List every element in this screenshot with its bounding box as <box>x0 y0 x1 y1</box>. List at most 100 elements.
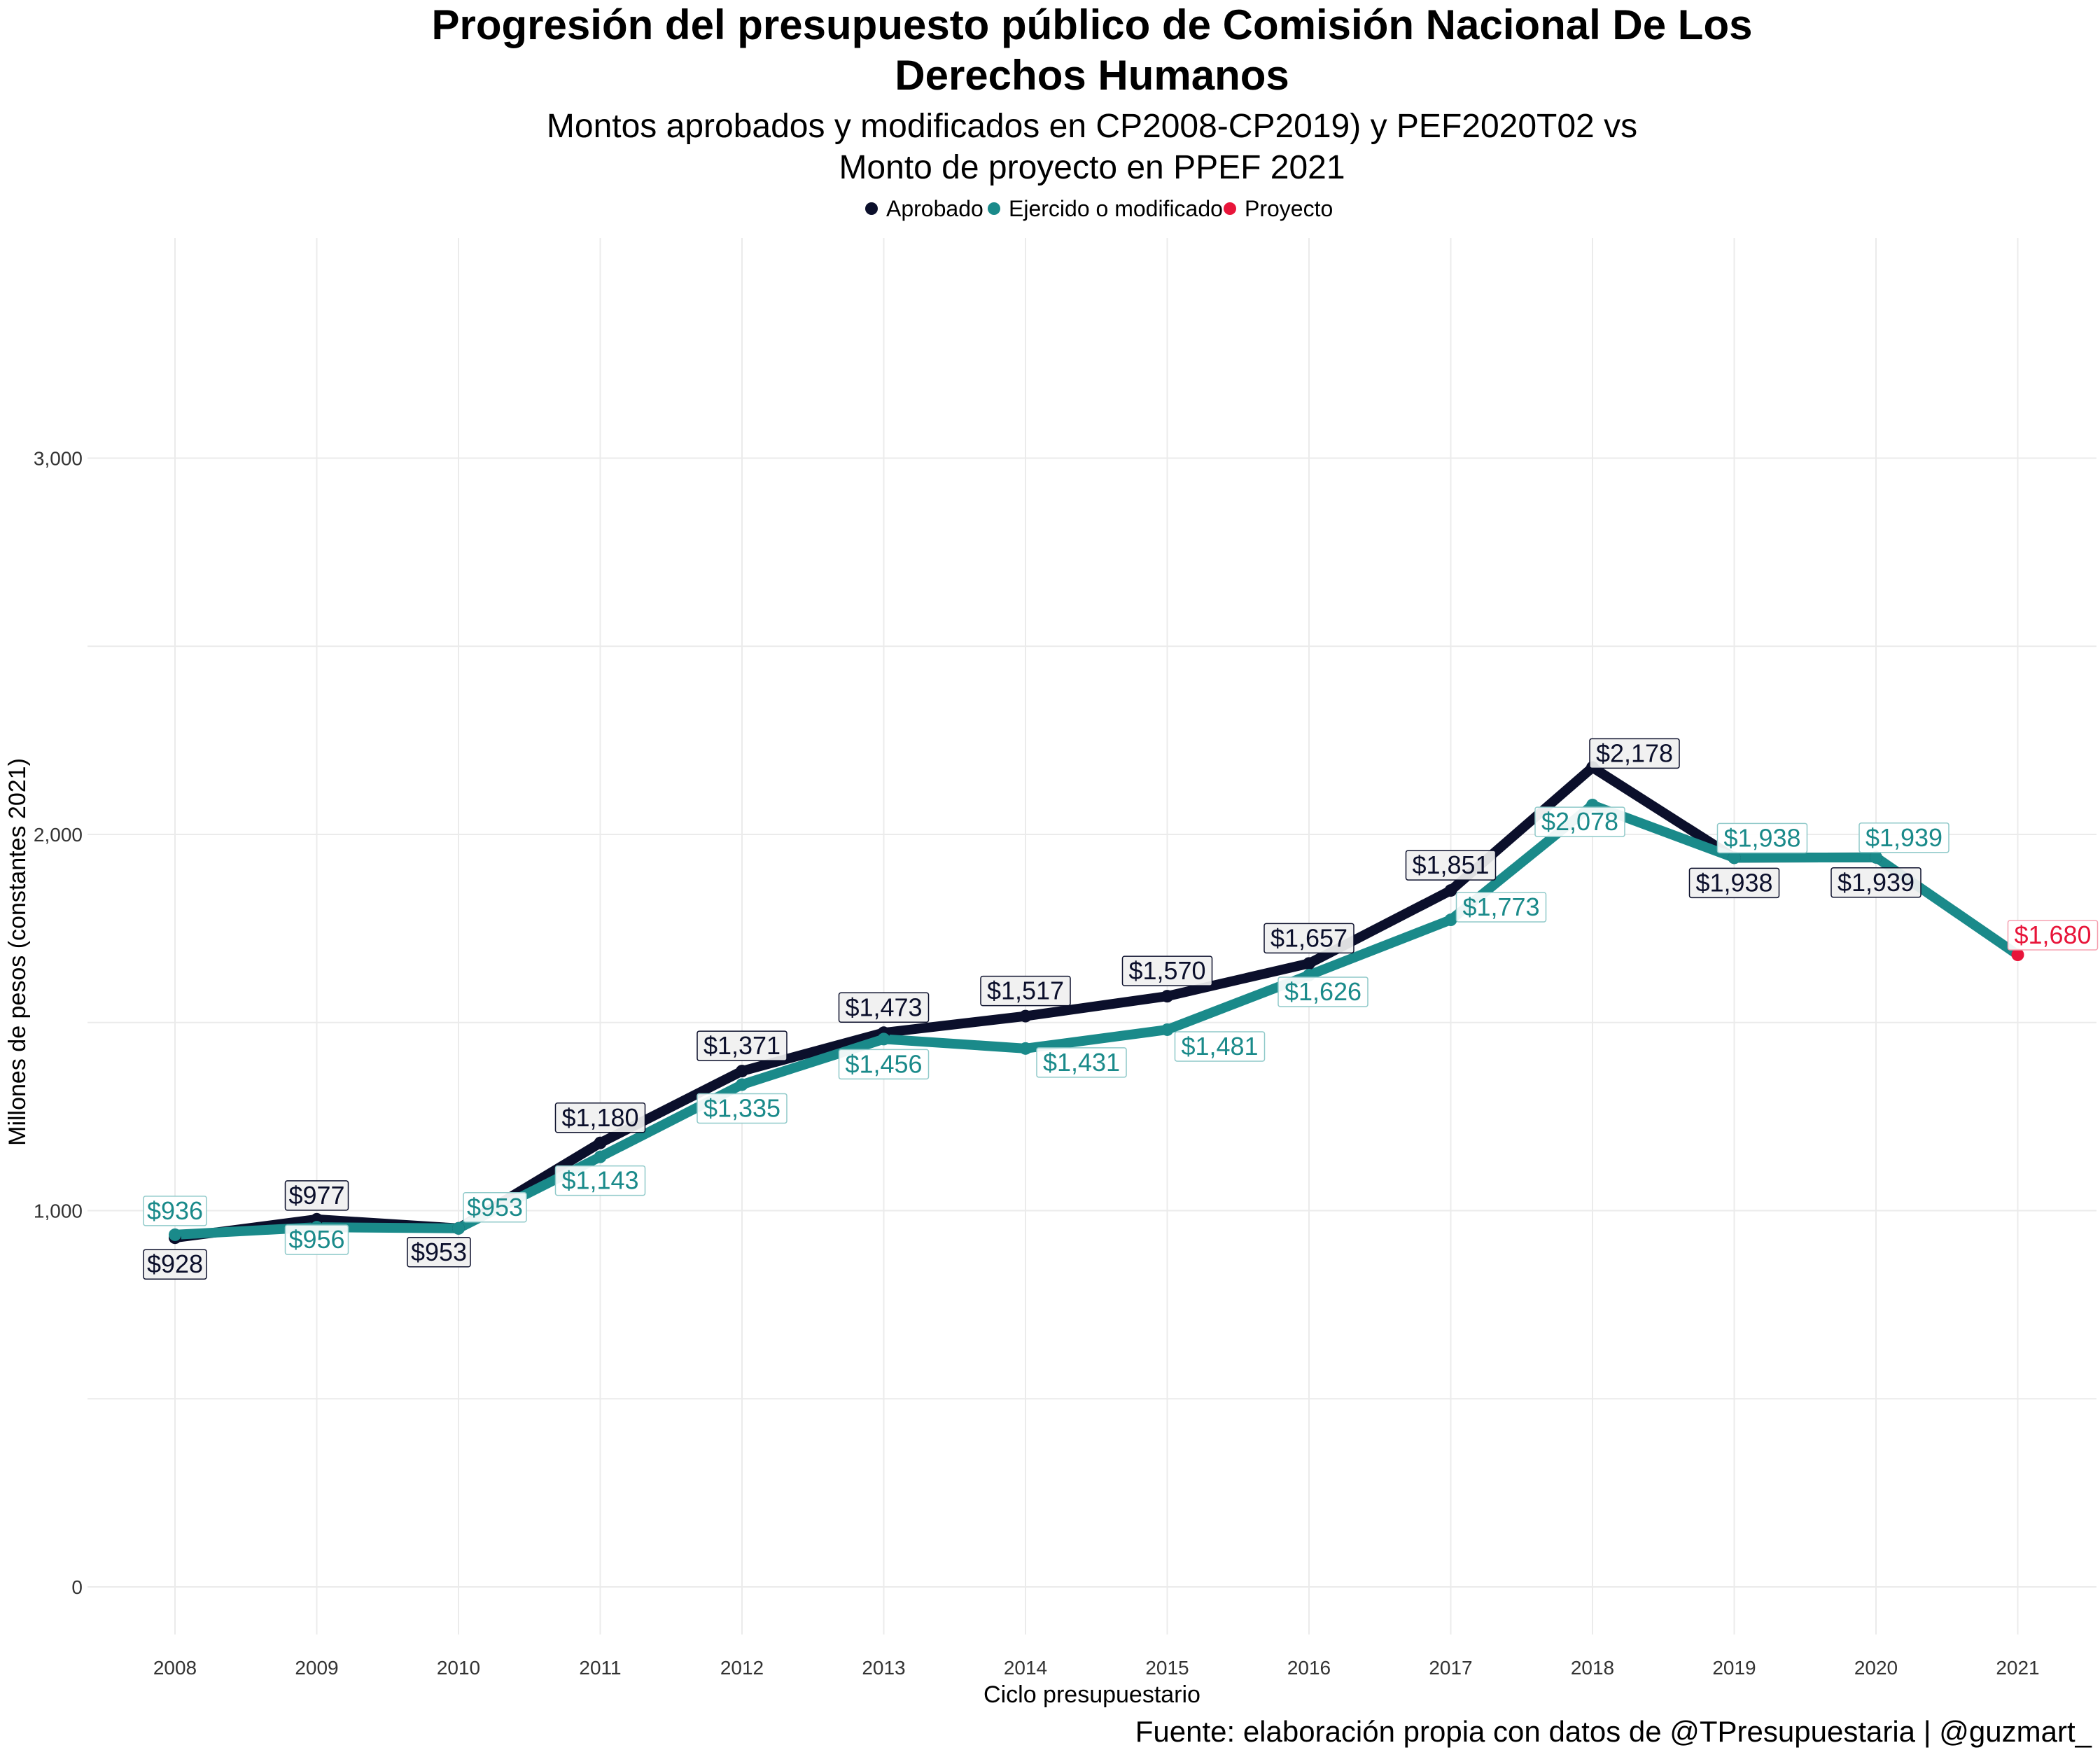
data-label: $1,938 <box>1688 867 1780 899</box>
data-label: $1,180 <box>554 1102 646 1133</box>
data-label-box <box>1688 867 1780 899</box>
data-label-box <box>1174 1031 1266 1062</box>
caption: Fuente: elaboración propia con datos de … <box>1135 1715 2092 1748</box>
x-tick-label: 2010 <box>437 1657 480 1679</box>
data-label-text: $1,626 <box>1284 977 1362 1006</box>
y-tick-label: 1,000 <box>34 1200 83 1222</box>
data-label: $1,626 <box>1278 976 1368 1007</box>
data-label-text: $1,180 <box>561 1103 638 1132</box>
chart-subtitle-line2: Monto de proyecto en PPEF 2021 <box>839 149 1345 186</box>
data-label-box <box>407 1237 471 1268</box>
data-label-text: $953 <box>467 1193 523 1222</box>
data-label-box <box>554 1165 646 1196</box>
chart-title-line2: Derechos Humanos <box>895 52 1289 99</box>
data-labels: $928 $977 $953 $1,180 $1,371 $1,473 $1,517 $1,5… <box>143 738 2099 1280</box>
x-tick-label: 2020 <box>1854 1657 1898 1679</box>
x-tick-label: 2015 <box>1145 1657 1189 1679</box>
data-label-text: $2,078 <box>1541 807 1618 836</box>
data-label: $1,570 <box>1121 955 1213 986</box>
data-label: $928 <box>143 1249 207 1280</box>
data-label-text: $1,773 <box>1462 892 1539 921</box>
data-label-text: $1,431 <box>1043 1048 1120 1077</box>
x-tick-label: 2014 <box>1004 1657 1047 1679</box>
data-label-text: $2,178 <box>1596 738 1673 767</box>
data-label-box <box>838 1049 930 1080</box>
data-label-text: $1,851 <box>1412 850 1489 879</box>
series-points <box>169 761 2024 1245</box>
y-tick-label: 3,000 <box>34 448 83 470</box>
data-label-box <box>1121 955 1213 986</box>
data-label-text: $1,657 <box>1270 923 1348 952</box>
x-tick-label: 2011 <box>579 1657 621 1679</box>
data-label: $1,773 <box>1455 892 1547 923</box>
x-axis-ticks: 2008 2009 2010 2011 2012 2013 2014 2015 2016 2017… <box>153 1657 2040 1679</box>
data-point <box>1019 1009 1032 1023</box>
x-tick-label: 2021 <box>1996 1657 2039 1679</box>
data-label-box <box>1264 923 1354 954</box>
data-label-text: $1,456 <box>845 1049 922 1078</box>
data-label-text: $936 <box>147 1196 203 1225</box>
data-point <box>1728 851 1741 864</box>
data-point <box>1303 957 1315 970</box>
data-label-box <box>2007 920 2099 951</box>
chart-title-line1: Progresión del presupuesto público de Co… <box>432 1 1753 48</box>
data-label-box <box>554 1102 646 1133</box>
x-tick-label: 2017 <box>1429 1657 1472 1679</box>
data-label-box <box>143 1249 207 1280</box>
x-tick-label: 2016 <box>1287 1657 1331 1679</box>
x-tick-label: 2018 <box>1571 1657 1614 1679</box>
data-label: $1,431 <box>1036 1047 1127 1078</box>
data-label-box <box>284 1180 349 1211</box>
data-point <box>1019 1042 1032 1055</box>
data-label: $1,938 <box>1716 822 1808 854</box>
data-label-text: $1,680 <box>2014 920 2091 949</box>
data-point <box>2011 948 2024 961</box>
data-point <box>736 1078 748 1091</box>
data-label-box <box>463 1192 527 1223</box>
data-label-box <box>1534 806 1625 837</box>
data-label-text: $1,517 <box>987 976 1064 1005</box>
x-tick-label: 2012 <box>720 1657 764 1679</box>
data-point <box>594 1136 607 1149</box>
legend-key <box>1224 202 1236 215</box>
legend: Aprobado Ejercido o modificado Proyecto <box>865 196 1333 221</box>
data-point <box>1161 1023 1174 1036</box>
data-label-text: $1,939 <box>1837 868 1914 897</box>
data-label-box <box>1278 976 1368 1007</box>
data-label-text: $953 <box>411 1238 467 1266</box>
legend-label: Ejercido o modificado <box>1009 196 1223 221</box>
data-point <box>1870 850 1882 864</box>
data-point <box>736 1065 748 1078</box>
data-label-box <box>1830 867 1921 898</box>
y-tick-label: 0 <box>71 1576 83 1598</box>
data-label-box <box>1455 892 1547 923</box>
data-label-text: $1,371 <box>704 1031 780 1060</box>
chart-subtitle-line1: Montos aprobados y modificados en CP2008… <box>547 108 1637 145</box>
data-label-text: $977 <box>288 1181 344 1210</box>
x-tick-label: 2019 <box>1712 1657 1756 1679</box>
y-axis-title: Millones de pesos (constantes 2021) <box>4 758 31 1146</box>
data-label-box <box>284 1224 349 1255</box>
data-point <box>169 1228 181 1241</box>
data-label-text: $956 <box>288 1225 344 1254</box>
x-tick-label: 2008 <box>153 1657 197 1679</box>
data-label-box <box>1036 1047 1127 1078</box>
data-label-text: $1,335 <box>704 1093 780 1122</box>
legend-key <box>865 202 878 215</box>
x-axis-title: Ciclo presupuestario <box>983 1681 1200 1708</box>
data-point <box>1444 913 1457 927</box>
data-label: $1,939 <box>1830 867 1921 898</box>
data-label: $936 <box>143 1196 207 1226</box>
data-label-box <box>1858 822 1949 853</box>
data-label-text: $1,938 <box>1695 868 1772 897</box>
data-label-text: $1,570 <box>1128 956 1205 985</box>
data-label: $953 <box>407 1237 471 1268</box>
data-label: $977 <box>284 1180 349 1211</box>
data-label-text: $1,481 <box>1181 1032 1258 1060</box>
legend-label: Aprobado <box>886 196 983 221</box>
legend-key <box>988 202 1000 215</box>
data-label: $2,078 <box>1534 806 1625 837</box>
grid <box>88 238 2096 1634</box>
data-label-box <box>1716 822 1808 854</box>
